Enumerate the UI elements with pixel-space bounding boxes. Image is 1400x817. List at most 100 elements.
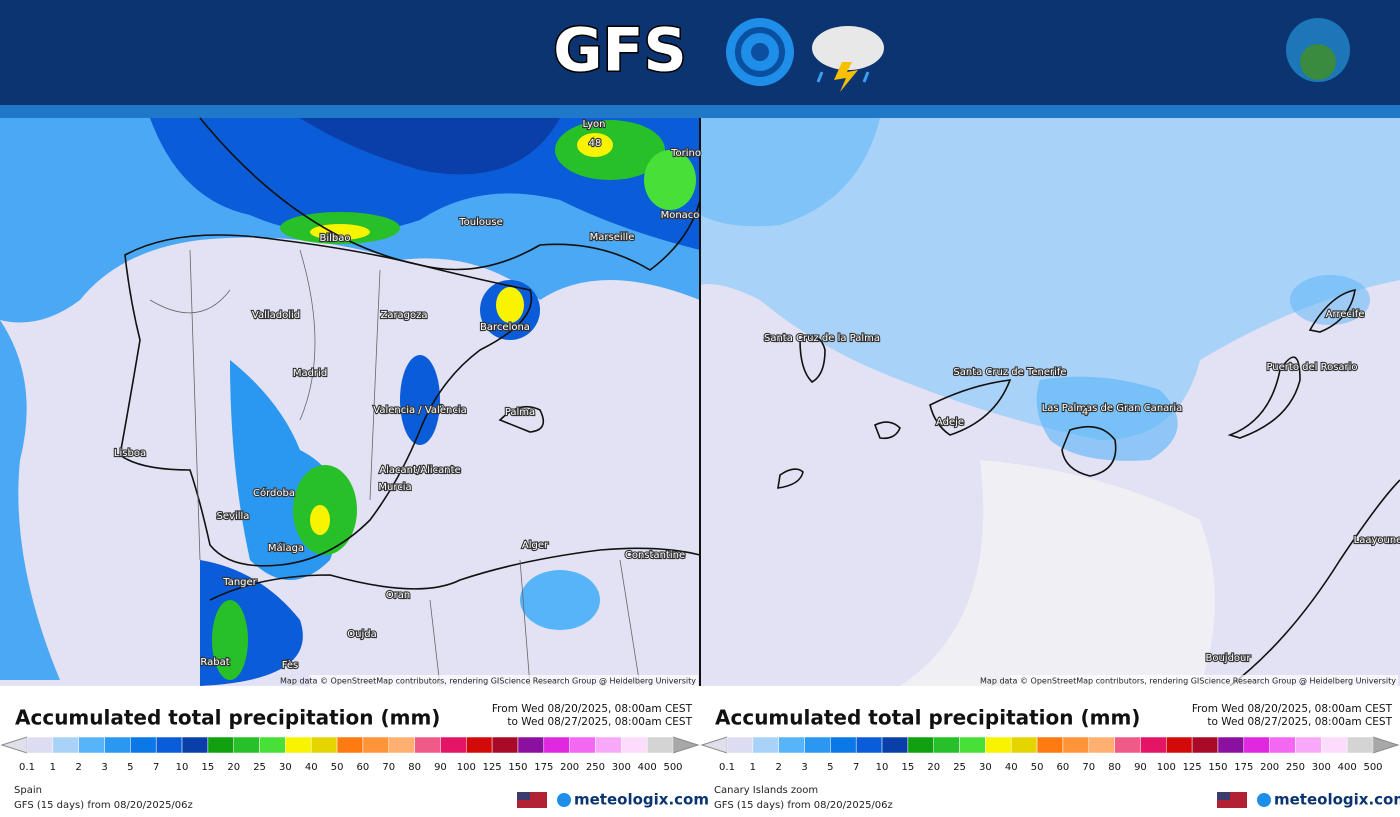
scale-box [804,736,831,754]
place-label: Barcelona [480,322,530,333]
place-label: Bilbao [319,233,350,244]
scale-label: 250 [586,762,605,773]
scale-label: 500 [1363,762,1382,773]
scale-label: 70 [382,762,395,773]
brand: meteologix.com [1274,791,1400,809]
place-label: Oran [386,590,410,601]
scale-label: 1 [50,762,56,773]
place-label: Torino [670,148,701,159]
scale-label: 2 [75,762,81,773]
scale-label: 3 [801,762,807,773]
scale-box [285,736,312,754]
scale-box [52,736,79,754]
scale-label: 30 [279,762,292,773]
place-label: Las Palmas de Gran Canaria [1042,403,1183,414]
brand: meteologix.com [574,791,709,809]
scale-label: 0.1 [19,762,35,773]
scale-label: 175 [534,762,553,773]
scale-box [336,736,364,754]
scale-box [855,736,883,754]
place-label: Córdoba [253,487,295,499]
scale-label: 500 [663,762,682,773]
scale-label: 25 [953,762,966,773]
scale-box [388,736,415,754]
run: GFS (15 days) from 08/20/2025/06z [714,800,893,811]
scale-box [1114,736,1141,754]
place-label: Valencia / València [373,404,466,416]
scale-label: 60 [1057,762,1070,773]
scale-box [1010,736,1038,754]
place-label: Santa Cruz de la Palma [764,333,880,344]
scale-box [621,736,648,754]
place-label: Palma [505,407,535,418]
attribution: Map data © OpenStreetMap contributors, r… [980,677,1396,686]
header-title: GFS [553,16,686,86]
place-label: Lisboa [114,448,146,459]
scale-box [1321,736,1348,754]
scale-box [1062,736,1090,754]
scale-box [1191,736,1219,754]
run: GFS (15 days) from 08/20/2025/06z [14,800,193,811]
scale-label: 200 [1260,762,1279,773]
scale-box [752,736,779,754]
scale-label: 80 [408,762,421,773]
scale-label: 7 [153,762,159,773]
scale-box [155,736,183,754]
brand-icon [557,793,571,807]
scale-label: 10 [176,762,189,773]
place-label: Tanger [222,577,257,588]
attribution: Map data © OpenStreetMap contributors, r… [280,677,696,686]
map-spain [0,117,701,687]
legend-to: to Wed 08/27/2025, 08:00am CEST [507,716,692,728]
scale-label: 125 [483,762,502,773]
scale-box [985,736,1012,754]
place-label: Marseille [590,232,635,243]
scale-box [310,736,338,754]
scale-box [881,736,909,754]
scale-box [414,736,441,754]
scale-box [466,736,493,754]
scale-box [181,736,209,754]
region: Spain [14,785,42,796]
scale-box [130,736,157,754]
place-label: 48 [589,138,602,149]
place-label: Oujda [347,629,376,640]
scale-label: 150 [508,762,527,773]
header-bar [0,0,1400,105]
place-label: Arrecife [1326,309,1365,320]
place-label: Valladolid [252,310,300,321]
scale-label: 400 [1338,762,1357,773]
place-label: Puerto del Rosario [1266,362,1357,373]
legend-to: to Wed 08/27/2025, 08:00am CEST [1207,716,1392,728]
scale-box [440,736,467,754]
scale-label: 80 [1108,762,1121,773]
attribution-bg [310,675,698,686]
scale-box [259,736,286,754]
scale-label: 125 [1183,762,1202,773]
place-label: Fès [282,659,299,671]
scale-box [778,736,805,754]
scale-box [207,736,234,754]
scale-box [907,736,934,754]
scale-box [1140,736,1167,754]
place-label: Alger [522,540,549,551]
scale-label: 40 [1005,762,1018,773]
legend-from: From Wed 08/20/2025, 08:00am CEST [1192,703,1393,715]
scale-label: 40 [305,762,318,773]
legend-from: From Wed 08/20/2025, 08:00am CEST [492,703,693,715]
scale-box [1088,736,1115,754]
place-label: Sevilla [217,511,250,522]
scale-box [569,736,596,754]
place-label: Murcia [378,482,411,493]
scale-box [959,736,986,754]
scale-box [1036,736,1064,754]
scale-label: 20 [927,762,940,773]
place-label: Málaga [268,542,304,554]
place-label: Santa Cruz de Tenerife [953,367,1066,378]
flag-canton [517,792,530,800]
header-strip [0,105,1400,118]
scale-box [1243,736,1270,754]
scale-box [595,736,622,754]
scale-box [1295,736,1322,754]
